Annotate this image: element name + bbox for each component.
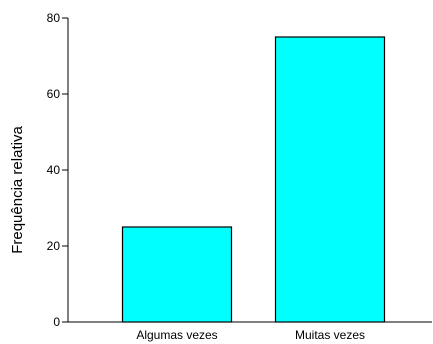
y-tick-label: 60: [47, 87, 61, 101]
bars-group: [121, 36, 386, 323]
bar-algumas-vezes: [121, 226, 233, 323]
y-axis-title: Frequência relativa: [9, 126, 26, 254]
bar-muitas-vezes: [274, 36, 386, 323]
x-axis-labels: Algumas vezes Muitas vezes: [136, 328, 365, 342]
y-axis-ticks: 0 20 40 60 80: [47, 11, 68, 329]
x-category-label: Algumas vezes: [136, 328, 217, 342]
y-tick-label: 40: [47, 163, 61, 177]
y-tick-label: 20: [47, 239, 61, 253]
x-category-label: Muitas vezes: [295, 328, 365, 342]
y-tick-label: 80: [47, 11, 61, 25]
y-tick-label: 0: [53, 315, 60, 329]
